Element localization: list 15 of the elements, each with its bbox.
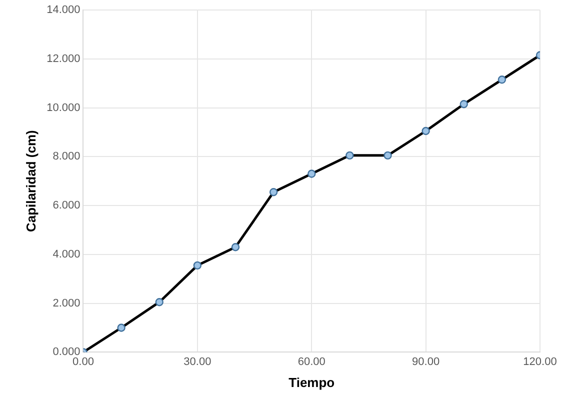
x-axis-title: Tiempo bbox=[288, 374, 335, 390]
x-tick-label: 30.00 bbox=[184, 356, 212, 368]
x-tick-label: 90.00 bbox=[412, 356, 440, 368]
y-tick-label: 4.000 bbox=[52, 248, 80, 260]
y-tick-label: 12.000 bbox=[46, 52, 80, 65]
x-tick-label: 0.00 bbox=[72, 356, 94, 368]
x-tick-label: 120.00 bbox=[523, 356, 557, 368]
y-tick-label: 14.000 bbox=[46, 4, 80, 16]
x-tick-label: 60.00 bbox=[298, 356, 326, 368]
y-tick-label: 2.000 bbox=[52, 297, 80, 310]
y-tick-label: 0.000 bbox=[52, 346, 80, 358]
y-tick-label: 6.000 bbox=[52, 200, 80, 212]
y-tick-label: 8.000 bbox=[52, 150, 80, 163]
y-axis-title: Capilaridad (cm) bbox=[23, 130, 38, 232]
y-tick-label: 10.000 bbox=[46, 102, 80, 114]
